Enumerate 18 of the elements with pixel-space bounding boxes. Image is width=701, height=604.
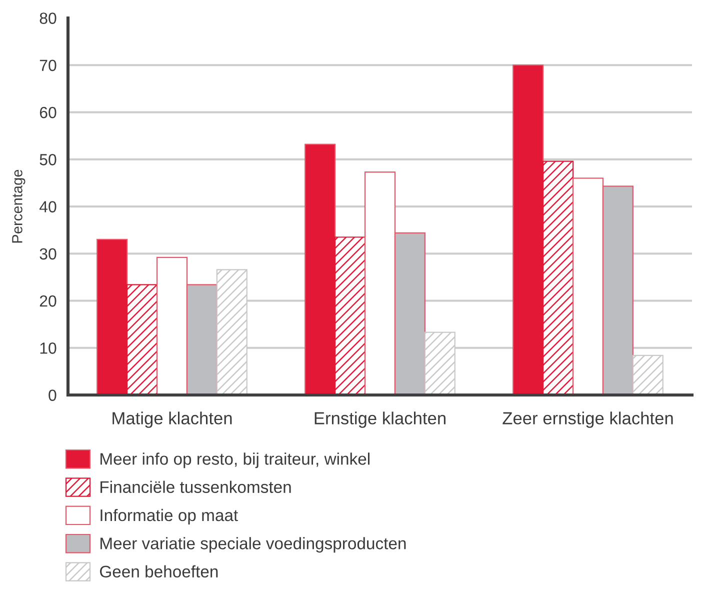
y-tick-label: 70: [40, 60, 56, 72]
x-tick-label: Matige klachten: [112, 412, 232, 428]
legend-label: Meer info op resto, bij traiteur, winkel: [100, 452, 370, 468]
y-tick-label: 80: [40, 12, 56, 24]
legend-label: Financiële tussenkomsten: [100, 480, 291, 493]
legend-label: Meer variatie speciale voedingsproducten: [100, 537, 406, 553]
y-axis-title: Percentage: [12, 170, 26, 243]
y-tick-label: 20: [40, 295, 56, 307]
y-tick-label: 30: [40, 248, 56, 260]
y-tick-label: 10: [40, 342, 56, 354]
legend-label: Geen behoeften: [100, 565, 218, 578]
x-tick-label: Ernstige klachten: [314, 412, 446, 428]
y-tick-label: 40: [39, 201, 56, 212]
x-tick-label: Zeer ernstige klachten: [502, 412, 673, 428]
y-tick-label: 50: [40, 154, 56, 166]
legend-label: Informatie op maat: [100, 508, 238, 524]
y-tick-label: 0: [48, 390, 56, 401]
y-tick-label: 60: [40, 106, 56, 118]
